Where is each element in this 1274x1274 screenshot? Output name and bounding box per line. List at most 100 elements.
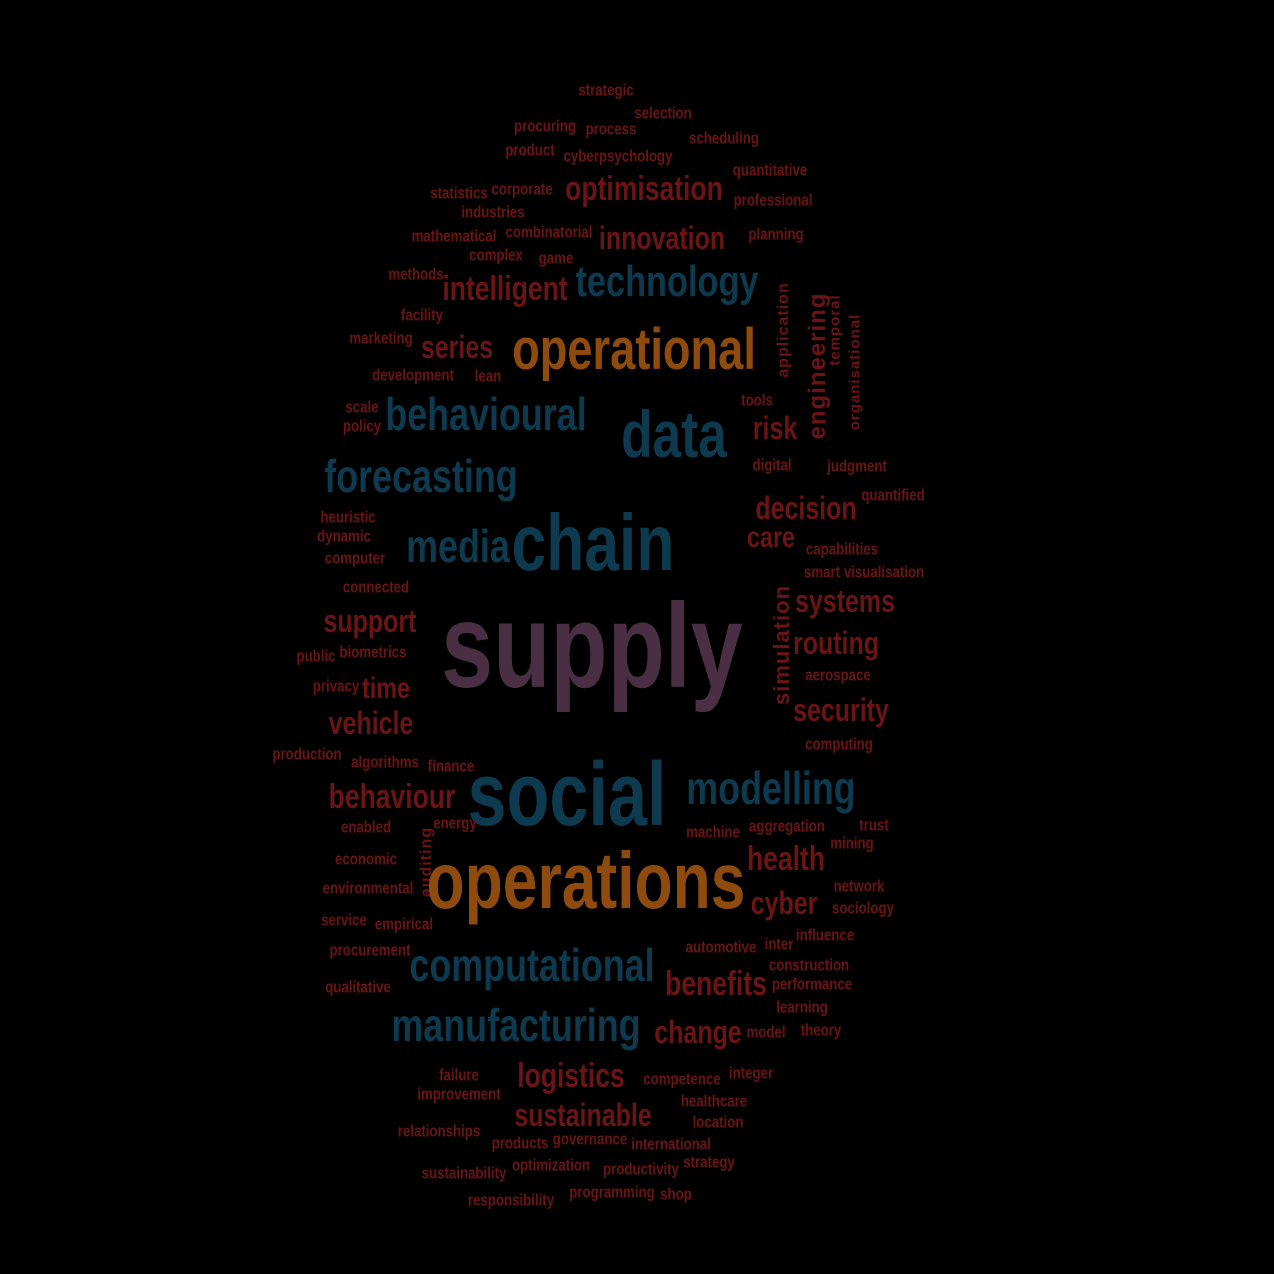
word-supply: supply — [441, 579, 743, 713]
word-manufacturing: manufacturing — [391, 999, 641, 1051]
word-responsibility: responsibility — [467, 1190, 555, 1210]
word-procuring: procuring — [514, 116, 576, 136]
word-temporal: temporal — [826, 294, 844, 366]
word-relationships: relationships — [397, 1121, 481, 1141]
word-influence: influence — [795, 925, 855, 945]
word-operations: operations — [426, 836, 746, 925]
word-machine: machine — [686, 822, 740, 842]
word-benefits: benefits — [665, 965, 767, 1003]
word-health: health — [746, 840, 826, 878]
word-game: game — [538, 248, 574, 268]
word-digital: digital — [752, 455, 792, 475]
word-finance: finance — [427, 756, 475, 776]
word-model: model — [746, 1022, 786, 1042]
word-integer: integer — [728, 1063, 774, 1083]
word-simulation: simulation — [769, 584, 794, 706]
word-location: location — [692, 1112, 744, 1132]
word-process: process — [585, 119, 637, 139]
word-planning: planning — [748, 224, 804, 244]
word-competence: competence — [643, 1069, 721, 1089]
word-media: media — [406, 520, 510, 572]
word-series: series — [420, 329, 494, 365]
word-economic: economic — [335, 849, 397, 869]
word-inter: inter — [764, 934, 794, 954]
word-products: products — [491, 1133, 549, 1153]
word-scheduling: scheduling — [689, 128, 759, 148]
word-logistics: logistics — [517, 1057, 625, 1095]
word-support: support — [323, 603, 417, 639]
word-strategy: strategy — [683, 1152, 735, 1172]
word-statistics: statistics — [430, 183, 488, 203]
word-enabled: enabled — [340, 817, 392, 837]
word-data: data — [621, 397, 727, 471]
word-routing: routing — [793, 625, 879, 661]
word-visualisation: visualisation — [843, 562, 925, 582]
word-marketing: marketing — [349, 328, 413, 348]
word-lean: lean — [474, 366, 502, 386]
word-qualitative: qualitative — [325, 977, 391, 997]
word-quantitative: quantitative — [732, 160, 808, 180]
word-time: time — [361, 672, 411, 705]
word-performance: performance — [771, 974, 853, 994]
word-automotive: automotive — [685, 937, 757, 957]
word-operational: operational — [512, 317, 756, 382]
word-tools: tools — [741, 390, 773, 410]
word-methods: methods — [388, 264, 444, 284]
word-vehicle: vehicle — [328, 705, 414, 741]
word-procurement: procurement — [329, 940, 411, 960]
word-programming: programming — [569, 1182, 655, 1202]
word-organisational: organisational — [846, 313, 864, 431]
word-optimization: optimization — [511, 1155, 591, 1175]
word-intelligent: intelligent — [442, 270, 568, 308]
word-connected: connected — [342, 577, 410, 597]
word-capabilities: capabilities — [805, 539, 879, 559]
word-public: public — [296, 646, 336, 666]
word-sustainable: sustainable — [514, 1097, 652, 1133]
word-mathematical: mathematical — [411, 226, 497, 246]
word-strategic: strategic — [578, 80, 634, 100]
word-complex: complex — [469, 245, 523, 265]
word-empirical: empirical — [374, 914, 434, 934]
word-computing: computing — [805, 734, 873, 754]
word-modelling: modelling — [686, 762, 856, 814]
word-energy: energy — [433, 813, 477, 833]
word-smart: smart — [803, 562, 841, 582]
word-policy: policy — [342, 416, 382, 436]
word-systems: systems — [795, 583, 895, 619]
word-environmental: environmental — [322, 878, 414, 898]
word-development: development — [372, 365, 454, 385]
word-construction: construction — [768, 955, 850, 975]
word-trust: trust — [859, 815, 889, 835]
word-healthcare: healthcare — [680, 1091, 748, 1111]
word-productivity: productivity — [603, 1159, 679, 1179]
word-industries: industries — [461, 202, 525, 222]
word-innovation: innovation — [598, 220, 726, 256]
word-heuristic: heuristic — [320, 507, 376, 527]
word-privacy: privacy — [312, 676, 360, 696]
word-service: service — [321, 910, 367, 930]
word-algorithms: algorithms — [351, 752, 419, 772]
word-judgment: judgment — [827, 456, 887, 476]
word-aggregation: aggregation — [749, 816, 825, 836]
word-behaviour: behaviour — [328, 778, 456, 816]
word-computational: computational — [409, 939, 655, 991]
word-governance: governance — [552, 1129, 628, 1149]
word-dynamic: dynamic — [317, 526, 371, 546]
word-network: network — [833, 876, 885, 896]
word-aerospace: aerospace — [805, 665, 871, 685]
word-decision: decision — [755, 490, 857, 526]
word-behavioural: behavioural — [385, 388, 587, 440]
word-failure: failure — [439, 1065, 479, 1085]
word-production: production — [272, 744, 342, 764]
word-professional: professional — [733, 190, 813, 210]
word-cyberpsychology: cyberpsychology — [563, 146, 673, 166]
word-risk: risk — [752, 410, 798, 446]
word-improvement: improvement — [417, 1084, 501, 1104]
word-learning: learning — [776, 997, 828, 1017]
word-combinatorial: combinatorial — [505, 222, 593, 242]
word-scale: scale — [345, 397, 379, 417]
word-mining: mining — [830, 833, 874, 853]
word-sustainability: sustainability — [421, 1163, 507, 1183]
word-biometrics: biometrics — [339, 642, 407, 662]
